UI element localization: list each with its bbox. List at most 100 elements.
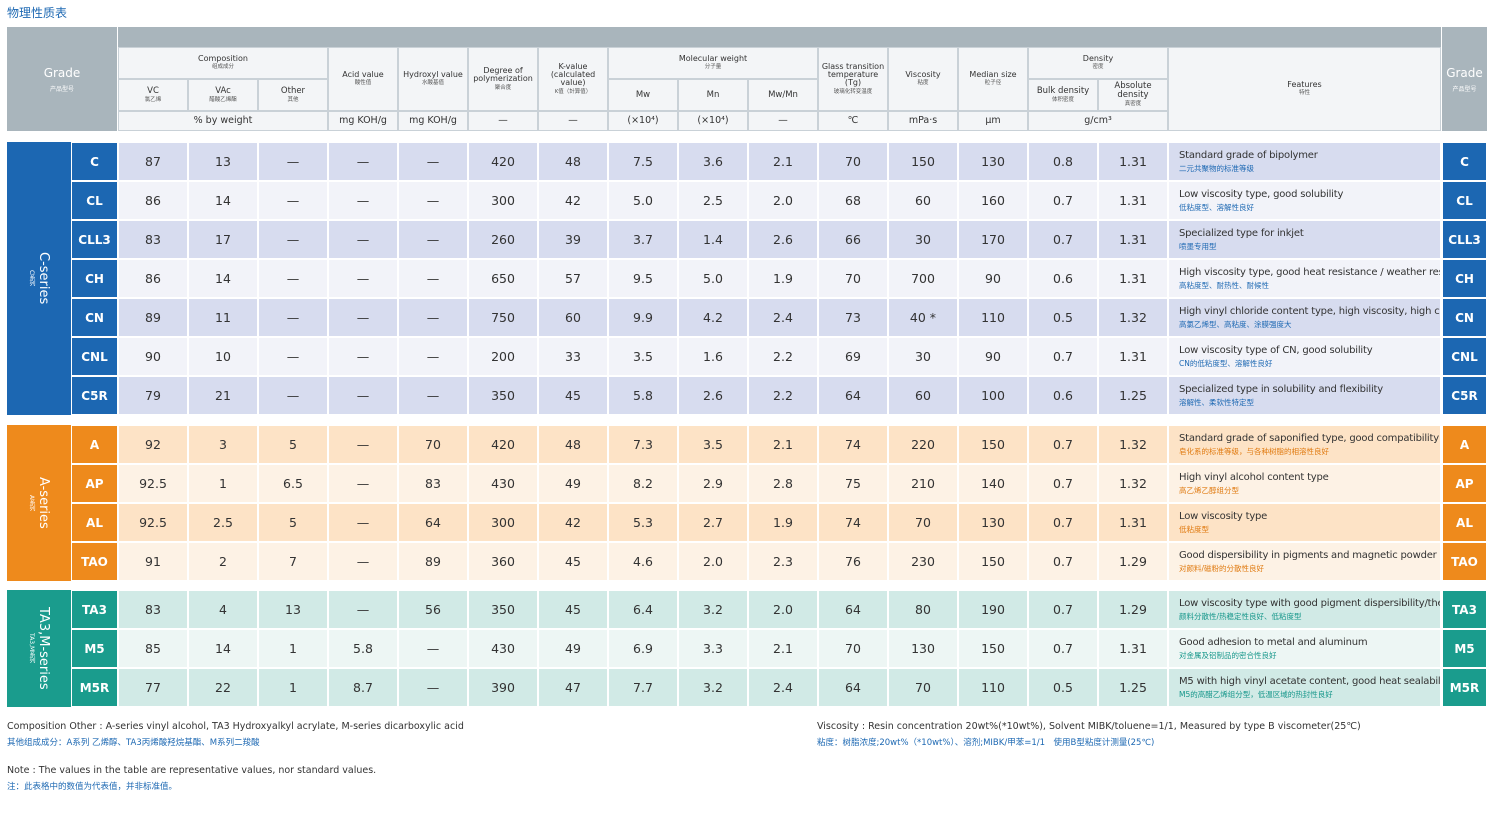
header-text: Molecular weight <box>678 53 748 63</box>
value-cell: 200 <box>468 337 538 376</box>
value-cell: 45 <box>538 590 608 629</box>
value-cell: — <box>328 464 398 503</box>
value-cell: 9.5 <box>608 259 678 298</box>
value-text: 1.9 <box>773 515 793 530</box>
series-name: TA3,M-series <box>36 607 51 690</box>
header-strip <box>118 27 1441 47</box>
value-cell: — <box>398 337 468 376</box>
unit-text: mg KOH/g <box>409 115 457 127</box>
feature-cell: Low viscosity type with good pigment dis… <box>1168 590 1441 629</box>
value-text: — <box>426 680 440 695</box>
value-text: 2.1 <box>773 154 793 169</box>
value-text: 5.3 <box>633 515 653 530</box>
feature-text: Good adhesion to metal and aluminum <box>1179 636 1368 648</box>
grade-text: CN <box>85 310 104 325</box>
value-cell: 86 <box>118 181 188 220</box>
header-text-cn: 醋酸乙烯酯 <box>209 96 237 103</box>
feature-text-cn: 二元共聚物的标准等级 <box>1179 163 1254 173</box>
value-cell: — <box>258 259 328 298</box>
sub-header: VAc 醋酸乙烯酯 <box>188 79 258 111</box>
value-cell: 1.29 <box>1098 590 1168 629</box>
value-text: — <box>286 349 300 364</box>
value-cell: 45 <box>538 376 608 415</box>
value-cell: 5.0 <box>608 181 678 220</box>
header-text: Other <box>280 85 306 96</box>
value-cell: 45 <box>538 542 608 581</box>
value-cell: 7.3 <box>608 425 678 464</box>
value-cell: 70 <box>398 425 468 464</box>
value-cell: 39 <box>538 220 608 259</box>
header-text: Features <box>1287 79 1322 89</box>
feature-cell: Specialized type for inkjet 喷墨专用型 <box>1168 220 1441 259</box>
value-text: 220 <box>911 437 935 452</box>
value-cell: 60 <box>888 376 958 415</box>
value-text: — <box>426 271 440 286</box>
value-text: 1.32 <box>1119 310 1147 325</box>
sub-header: Mw/Mn <box>748 79 818 111</box>
value-cell: 64 <box>818 376 888 415</box>
header-text-cn: 分子量 <box>704 64 722 71</box>
grade-text: C5R <box>1451 388 1478 403</box>
series-label: C-series C系列 <box>7 142 71 415</box>
value-text: 68 <box>845 193 861 208</box>
value-cell: 70 <box>818 142 888 181</box>
value-text: — <box>426 232 440 247</box>
value-text: — <box>426 349 440 364</box>
value-text: 1.4 <box>703 232 723 247</box>
header-text-cn: 氯乙烯 <box>144 96 162 103</box>
value-cell: 3.5 <box>678 425 748 464</box>
feature-text: Specialized type in solubility and flexi… <box>1179 383 1383 395</box>
value-cell: 73 <box>818 298 888 337</box>
value-text: 1 <box>219 476 227 491</box>
value-cell: 70 <box>888 668 958 707</box>
value-text: 7.5 <box>633 154 653 169</box>
features-header: Features 特性 <box>1168 47 1441 131</box>
value-cell: 48 <box>538 425 608 464</box>
value-cell: 22 <box>188 668 258 707</box>
value-cell: 13 <box>188 142 258 181</box>
value-cell: — <box>258 220 328 259</box>
value-text: 5 <box>289 437 297 452</box>
value-cell: 2.4 <box>748 298 818 337</box>
value-text: 2.9 <box>703 476 723 491</box>
feature-text: Good dispersibility in pigments and magn… <box>1179 549 1437 561</box>
grade-cell: AP <box>1442 464 1487 503</box>
grade-text: CLL3 <box>1448 232 1481 247</box>
feature-text-cn: 高氯乙烯型、高粘度、涂膜强度大 <box>1179 319 1292 329</box>
grade-text: CL <box>86 193 103 208</box>
value-text: 140 <box>981 476 1005 491</box>
value-text: — <box>286 310 300 325</box>
value-text: — <box>426 310 440 325</box>
value-text: 1.31 <box>1119 154 1147 169</box>
value-text: 47 <box>565 680 581 695</box>
value-text: 3.2 <box>703 680 723 695</box>
value-text: 60 <box>565 310 581 325</box>
value-cell: — <box>258 376 328 415</box>
value-text: 49 <box>565 476 581 491</box>
value-text: 650 <box>491 271 515 286</box>
value-cell: 1.32 <box>1098 425 1168 464</box>
value-text: 100 <box>981 388 1005 403</box>
value-text: 64 <box>845 602 861 617</box>
value-cell: 2.9 <box>678 464 748 503</box>
value-text: 70 <box>845 641 861 656</box>
header-text: Mn <box>706 89 720 100</box>
value-text: 2.7 <box>703 515 723 530</box>
value-text: 5 <box>289 515 297 530</box>
series-name-cn: A系列 <box>28 494 35 512</box>
value-text: — <box>286 154 300 169</box>
value-cell: 7.5 <box>608 142 678 181</box>
grade-text: AL <box>1456 515 1473 530</box>
value-cell: 0.7 <box>1028 181 1098 220</box>
value-cell: 1.31 <box>1098 259 1168 298</box>
value-cell: 130 <box>958 142 1028 181</box>
grade-header: Grade 产品型号 <box>7 27 117 131</box>
value-text: 73 <box>845 310 861 325</box>
value-text: 1.32 <box>1119 437 1147 452</box>
grade-text: A <box>1459 437 1470 452</box>
value-text: 3.5 <box>703 437 723 452</box>
value-text: 6.9 <box>633 641 653 656</box>
grade-cell: C <box>1442 142 1487 181</box>
value-cell: 57 <box>538 259 608 298</box>
header-text: Density <box>1082 53 1114 63</box>
